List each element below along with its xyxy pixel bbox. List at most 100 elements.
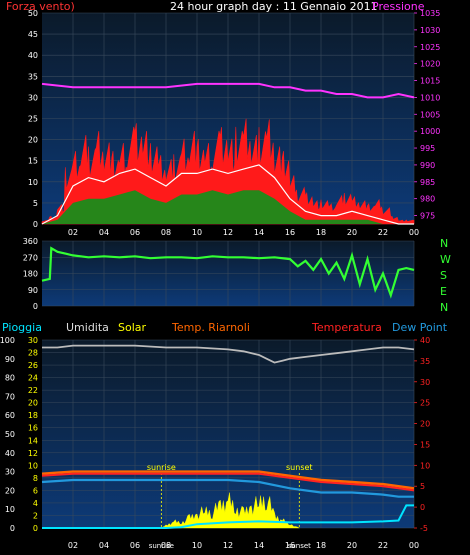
y-left-tick-label: 30 <box>28 93 38 102</box>
x-tick-label: 06 <box>130 541 140 550</box>
y-left-inner-tick-label: 0 <box>33 524 38 533</box>
y-left-outer-tick-label: 10 <box>5 505 15 514</box>
x-tick-label: 12 <box>223 228 233 237</box>
y-right-tick-label: 1010 <box>420 93 440 102</box>
y-right-tick-label: 1020 <box>420 60 440 69</box>
x-tick-label: 10 <box>192 541 202 550</box>
y-right-tick-label: 1030 <box>420 26 440 35</box>
x-tick-label: 04 <box>99 228 109 237</box>
y-right-tick-label: 1015 <box>420 77 440 86</box>
y-left-tick-label: 90 <box>28 286 38 295</box>
sunset-axis-label: sunset <box>288 542 311 550</box>
x-tick-label: 08 <box>161 541 171 550</box>
x-tick-label: 22 <box>378 228 388 237</box>
y-left-outer-tick-label: 70 <box>5 392 15 401</box>
y-left-inner-tick-label: 22 <box>28 386 38 395</box>
y-right-tick-label: 995 <box>420 144 435 153</box>
y-left-inner-tick-label: 24 <box>28 374 38 383</box>
y-left-outer-tick-label: 50 <box>5 430 15 439</box>
y-right-tick-label: 35 <box>420 357 430 366</box>
y-left-tick-label: 15 <box>28 157 38 166</box>
y-left-tick-label: 20 <box>28 136 38 145</box>
x-tick-label: 20 <box>347 228 357 237</box>
y-left-inner-tick-label: 4 <box>33 499 38 508</box>
x-tick-label: 16 <box>285 541 295 550</box>
x-tick-label: 14 <box>254 541 264 550</box>
legend-pioggia: Pioggia <box>2 321 42 334</box>
y-left-outer-tick-label: 0 <box>10 524 15 533</box>
compass-letter: E <box>440 285 447 298</box>
y-left-outer-tick-label: 40 <box>5 449 15 458</box>
series-temperatura <box>41 472 415 492</box>
compass-letter: W <box>440 253 451 266</box>
y-right-tick-label: 985 <box>420 178 435 187</box>
y-left-inner-tick-label: 12 <box>28 449 38 458</box>
y-left-tick-label: 50 <box>28 9 38 18</box>
x-tick-label: 06 <box>130 228 140 237</box>
series-green <box>42 190 414 224</box>
y-left-inner-tick-label: 18 <box>28 411 38 420</box>
y-left-outer-tick-label: 80 <box>5 374 15 383</box>
x-tick-label: 14 <box>254 228 264 237</box>
y-right-tick-label: 1025 <box>420 43 440 52</box>
x-tick-label: 18 <box>316 541 326 550</box>
y-left-inner-tick-label: 26 <box>28 361 38 370</box>
y-right-tick-label: 980 <box>420 195 435 204</box>
x-tick-label: 22 <box>378 541 388 550</box>
series-solar <box>161 492 300 529</box>
y-left-inner-tick-label: 28 <box>28 349 38 358</box>
y-left-tick-label: 25 <box>28 115 38 124</box>
legend-riarnoli: Temp. Riarnoli <box>171 321 250 334</box>
y-left-tick-label: 270 <box>23 253 38 262</box>
y-left-inner-tick-label: 10 <box>28 461 38 470</box>
y-left-inner-tick-label: 2 <box>33 511 38 520</box>
y-left-outer-tick-label: 90 <box>5 355 15 364</box>
series-temp-riarnoli <box>41 470 415 490</box>
y-right-tick-label: 15 <box>420 440 430 449</box>
x-tick-label: 18 <box>316 228 326 237</box>
series-rain <box>42 504 414 529</box>
left-label: Forza vento) <box>6 0 75 13</box>
y-right-tick-label: 975 <box>420 212 435 221</box>
sunrise-axis-label: sunrise <box>149 542 174 550</box>
x-tick-label: 00 <box>409 228 419 237</box>
y-left-outer-tick-label: 60 <box>5 411 15 420</box>
y-left-tick-label: 0 <box>33 220 38 229</box>
compass-letter: N <box>440 237 448 250</box>
y-left-tick-label: 360 <box>23 237 38 246</box>
legend-dewpoint: Dew Point <box>392 321 448 334</box>
y-left-tick-label: 180 <box>23 270 38 279</box>
series-dewpoint <box>41 478 414 498</box>
y-left-tick-label: 35 <box>28 72 38 81</box>
y-right-tick-label: 30 <box>420 378 430 387</box>
y-left-inner-tick-label: 8 <box>33 474 38 483</box>
x-tick-label: 02 <box>68 228 78 237</box>
x-tick-label: 08 <box>161 228 171 237</box>
x-tick-label: 04 <box>99 541 109 550</box>
y-right-tick-label: 25 <box>420 399 430 408</box>
y-right-tick-label: 10 <box>420 461 430 470</box>
y-right-tick-label: 1000 <box>420 127 440 136</box>
y-left-tick-label: 45 <box>28 30 38 39</box>
y-left-tick-label: 0 <box>33 302 38 311</box>
y-right-tick-label: 0 <box>420 503 425 512</box>
x-tick-label: 20 <box>347 541 357 550</box>
y-right-tick-label: -5 <box>420 524 428 533</box>
y-left-tick-label: 5 <box>33 199 38 208</box>
x-tick-label: 02 <box>68 541 78 550</box>
x-tick-label: 10 <box>192 228 202 237</box>
y-left-inner-tick-label: 16 <box>28 424 38 433</box>
y-left-inner-tick-label: 30 <box>28 336 38 345</box>
series-pressure <box>41 82 415 99</box>
legend-umidita: Umidita <box>66 321 109 334</box>
legend-solar: Solar <box>118 321 147 334</box>
x-tick-label: 16 <box>285 228 295 237</box>
chart-title: 24 hour graph day : 11 Gennaio 2011 <box>170 0 378 13</box>
compass-letter: N <box>440 301 448 314</box>
y-left-outer-tick-label: 100 <box>0 336 15 345</box>
right-label: Pressione <box>372 0 425 13</box>
plots-layer: 0510152025303540455097598098599099510001… <box>0 9 440 550</box>
